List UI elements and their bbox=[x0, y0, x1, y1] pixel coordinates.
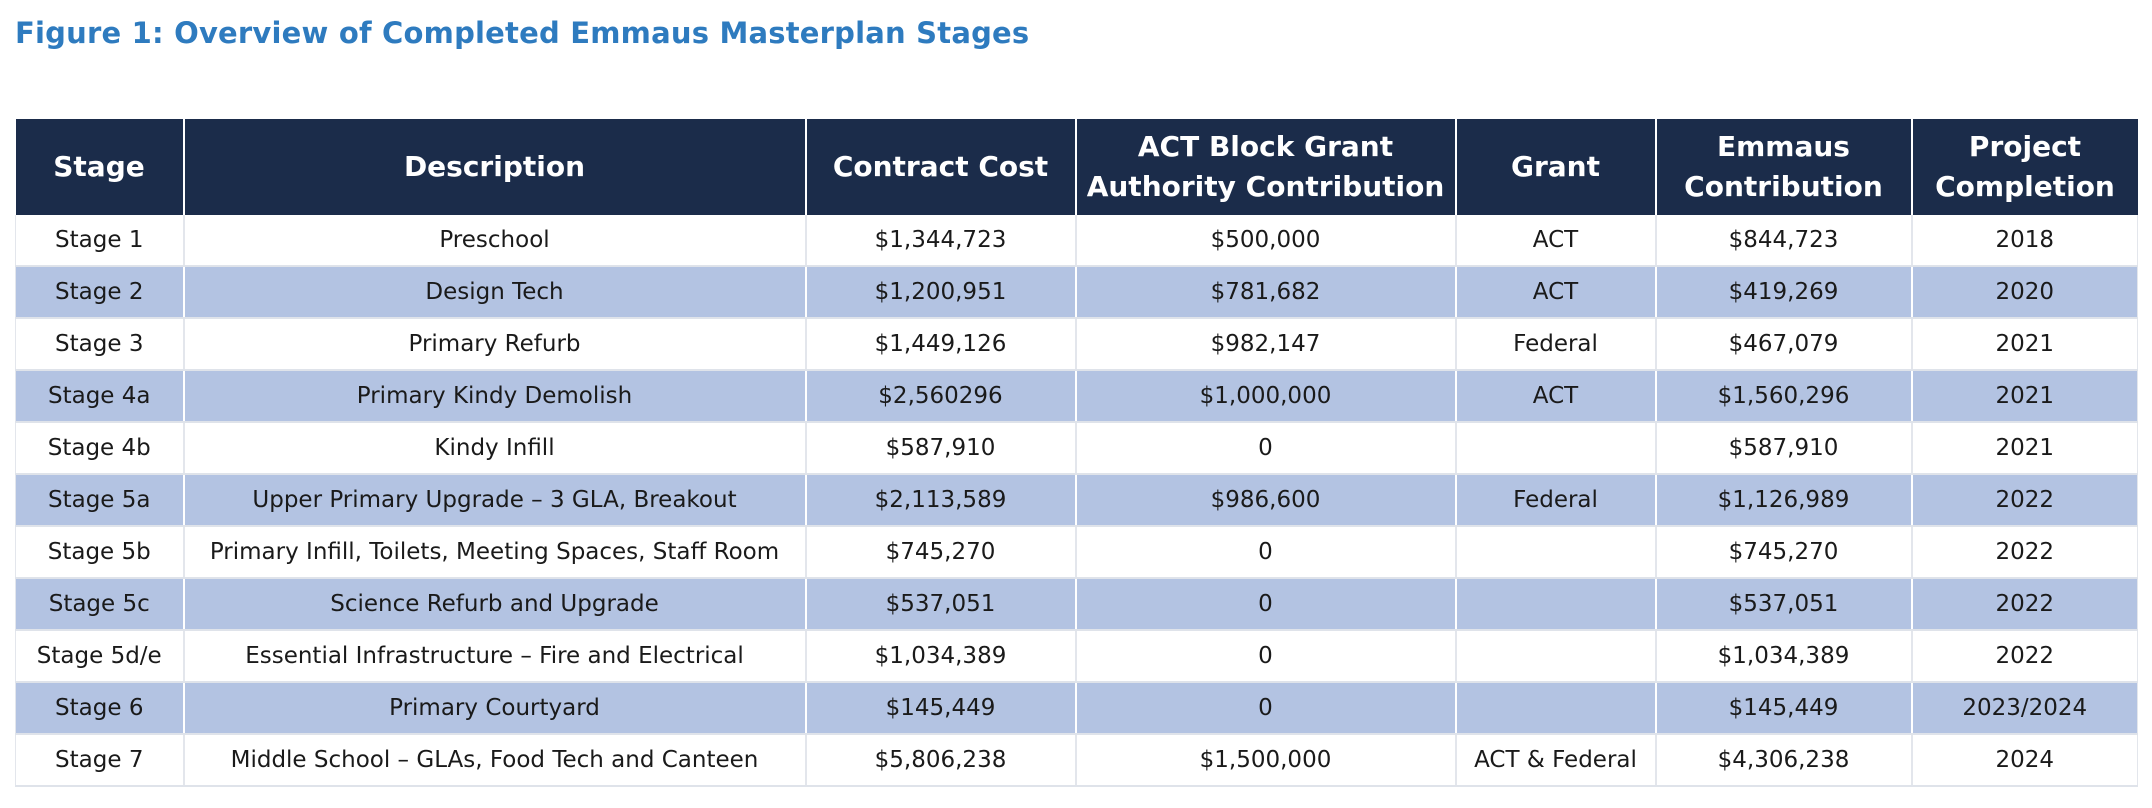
table-row: Stage 5c Science Refurb and Upgrade $537… bbox=[15, 578, 2138, 631]
description-cell: Middle School – GLAs, Food Tech and Cant… bbox=[183, 734, 807, 787]
header-grant: Grant bbox=[1455, 119, 1657, 215]
stage-cell: Stage 6 bbox=[15, 682, 185, 735]
table-row: Stage 5a Upper Primary Upgrade – 3 GLA, … bbox=[15, 474, 2138, 527]
completion-cell: 2018 bbox=[1911, 215, 2138, 267]
contract-cost-cell: $145,449 bbox=[805, 682, 1077, 735]
act-block-cell: $500,000 bbox=[1075, 215, 1457, 267]
grant-cell: Federal bbox=[1455, 474, 1657, 527]
contract-cost-cell: $1,200,951 bbox=[805, 266, 1077, 319]
header-stage: Stage bbox=[15, 119, 185, 215]
header-project-completion: Project Completion bbox=[1911, 119, 2138, 215]
contract-cost-cell: $587,910 bbox=[805, 422, 1077, 475]
stage-cell: Stage 5b bbox=[15, 526, 185, 579]
stage-cell: Stage 3 bbox=[15, 318, 185, 371]
table-row: Stage 3 Primary Refurb $1,449,126 $982,1… bbox=[15, 318, 2138, 371]
stage-cell: Stage 4b bbox=[15, 422, 185, 475]
completion-cell: 2023/2024 bbox=[1911, 682, 2138, 735]
description-cell: Primary Infill, Toilets, Meeting Spaces,… bbox=[183, 526, 807, 579]
emmaus-cell: $587,910 bbox=[1655, 422, 1913, 475]
emmaus-cell: $467,079 bbox=[1655, 318, 1913, 371]
act-block-cell: 0 bbox=[1075, 630, 1457, 683]
description-cell: Preschool bbox=[183, 215, 807, 267]
emmaus-cell: $145,449 bbox=[1655, 682, 1913, 735]
emmaus-cell: $745,270 bbox=[1655, 526, 1913, 579]
table-row: Stage 7 Middle School – GLAs, Food Tech … bbox=[15, 734, 2138, 787]
header-emmaus-contribution: Emmaus Contribution bbox=[1655, 119, 1913, 215]
completion-cell: 2021 bbox=[1911, 422, 2138, 475]
completion-cell: 2024 bbox=[1911, 734, 2138, 787]
contract-cost-cell: $5,806,238 bbox=[805, 734, 1077, 787]
stage-cell: Stage 5c bbox=[15, 578, 185, 631]
description-cell: Primary Courtyard bbox=[183, 682, 807, 735]
table-row: Stage 5d/e Essential Infrastructure – Fi… bbox=[15, 630, 2138, 683]
stage-cell: Stage 5a bbox=[15, 474, 185, 527]
header-contract-cost: Contract Cost bbox=[805, 119, 1077, 215]
stages-table: Stage Description Contract Cost ACT Bloc… bbox=[15, 119, 2138, 787]
description-cell: Essential Infrastructure – Fire and Elec… bbox=[183, 630, 807, 683]
grant-cell bbox=[1455, 578, 1657, 631]
table-row: Stage 2 Design Tech $1,200,951 $781,682 … bbox=[15, 266, 2138, 319]
description-cell: Science Refurb and Upgrade bbox=[183, 578, 807, 631]
grant-cell bbox=[1455, 682, 1657, 735]
table-row: Stage 4b Kindy Infill $587,910 0 $587,91… bbox=[15, 422, 2138, 475]
grant-cell bbox=[1455, 526, 1657, 579]
table-row: Stage 6 Primary Courtyard $145,449 0 $14… bbox=[15, 682, 2138, 735]
act-block-cell: $1,000,000 bbox=[1075, 370, 1457, 423]
description-cell: Primary Refurb bbox=[183, 318, 807, 371]
description-cell: Primary Kindy Demolish bbox=[183, 370, 807, 423]
act-block-cell: 0 bbox=[1075, 578, 1457, 631]
stage-cell: Stage 4a bbox=[15, 370, 185, 423]
act-block-cell: $986,600 bbox=[1075, 474, 1457, 527]
stage-cell: Stage 1 bbox=[15, 215, 185, 267]
contract-cost-cell: $1,344,723 bbox=[805, 215, 1077, 267]
emmaus-cell: $844,723 bbox=[1655, 215, 1913, 267]
act-block-cell: 0 bbox=[1075, 526, 1457, 579]
contract-cost-cell: $2,560296 bbox=[805, 370, 1077, 423]
completion-cell: 2021 bbox=[1911, 318, 2138, 371]
emmaus-cell: $1,560,296 bbox=[1655, 370, 1913, 423]
figure-title: Figure 1: Overview of Completed Emmaus M… bbox=[15, 16, 1030, 50]
stage-cell: Stage 2 bbox=[15, 266, 185, 319]
act-block-cell: 0 bbox=[1075, 422, 1457, 475]
grant-cell bbox=[1455, 630, 1657, 683]
completion-cell: 2020 bbox=[1911, 266, 2138, 319]
grant-cell: ACT bbox=[1455, 370, 1657, 423]
contract-cost-cell: $745,270 bbox=[805, 526, 1077, 579]
act-block-cell: $1,500,000 bbox=[1075, 734, 1457, 787]
emmaus-cell: $4,306,238 bbox=[1655, 734, 1913, 787]
completion-cell: 2022 bbox=[1911, 526, 2138, 579]
header-row: Stage Description Contract Cost ACT Bloc… bbox=[15, 119, 2138, 215]
stage-cell: Stage 5d/e bbox=[15, 630, 185, 683]
table-row: Stage 5b Primary Infill, Toilets, Meetin… bbox=[15, 526, 2138, 579]
emmaus-cell: $1,034,389 bbox=[1655, 630, 1913, 683]
description-cell: Kindy Infill bbox=[183, 422, 807, 475]
completion-cell: 2022 bbox=[1911, 578, 2138, 631]
contract-cost-cell: $537,051 bbox=[805, 578, 1077, 631]
contract-cost-cell: $1,034,389 bbox=[805, 630, 1077, 683]
grant-cell: Federal bbox=[1455, 318, 1657, 371]
emmaus-cell: $1,126,989 bbox=[1655, 474, 1913, 527]
header-act-block-grant: ACT Block Grant Authority Contribution bbox=[1075, 119, 1457, 215]
table-row: Stage 4a Primary Kindy Demolish $2,56029… bbox=[15, 370, 2138, 423]
grant-cell bbox=[1455, 422, 1657, 475]
grant-cell: ACT bbox=[1455, 215, 1657, 267]
table-row: Stage 1 Preschool $1,344,723 $500,000 AC… bbox=[15, 215, 2138, 267]
description-cell: Upper Primary Upgrade – 3 GLA, Breakout bbox=[183, 474, 807, 527]
contract-cost-cell: $1,449,126 bbox=[805, 318, 1077, 371]
emmaus-cell: $419,269 bbox=[1655, 266, 1913, 319]
completion-cell: 2022 bbox=[1911, 630, 2138, 683]
grant-cell: ACT & Federal bbox=[1455, 734, 1657, 787]
contract-cost-cell: $2,113,589 bbox=[805, 474, 1077, 527]
completion-cell: 2021 bbox=[1911, 370, 2138, 423]
act-block-cell: $982,147 bbox=[1075, 318, 1457, 371]
emmaus-cell: $537,051 bbox=[1655, 578, 1913, 631]
act-block-cell: 0 bbox=[1075, 682, 1457, 735]
stage-cell: Stage 7 bbox=[15, 734, 185, 787]
grant-cell: ACT bbox=[1455, 266, 1657, 319]
description-cell: Design Tech bbox=[183, 266, 807, 319]
header-description: Description bbox=[183, 119, 807, 215]
act-block-cell: $781,682 bbox=[1075, 266, 1457, 319]
completion-cell: 2022 bbox=[1911, 474, 2138, 527]
